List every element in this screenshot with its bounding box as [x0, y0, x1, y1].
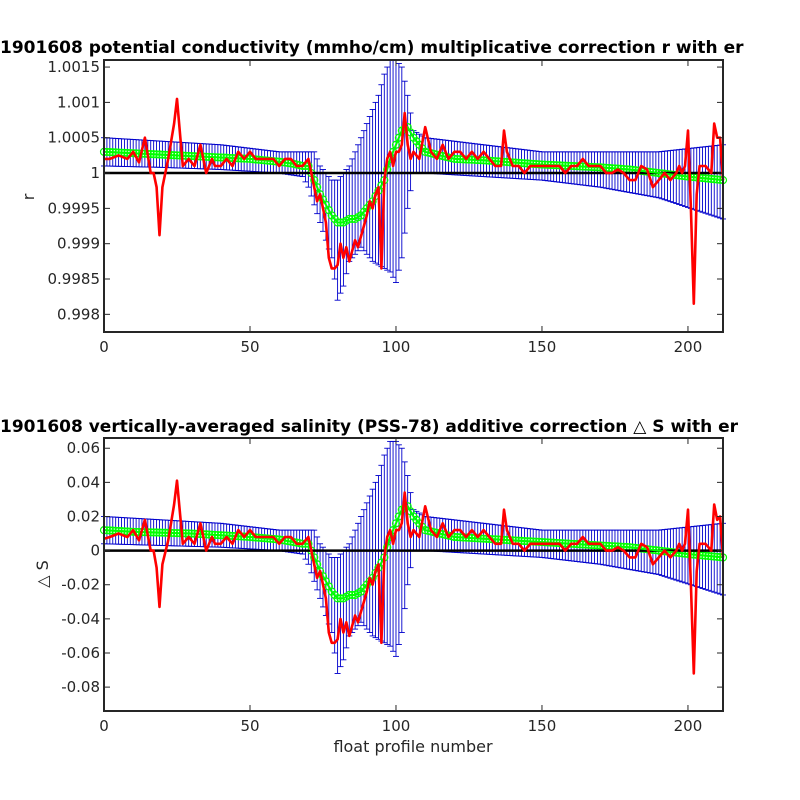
y-tick-label: 0.998	[57, 305, 100, 323]
top-chart-title: 1901608 potential conductivity (mmho/cm)…	[0, 38, 744, 58]
y-tick-label: 0.9995	[48, 199, 101, 217]
y-tick-label: 1.001	[57, 93, 100, 111]
y-tick-label: 1	[90, 164, 100, 182]
bottom-raw-line	[103, 479, 725, 675]
y-tick-label: -0.02	[61, 576, 100, 594]
x-tick-label: 200	[674, 338, 703, 356]
x-axis-label: float profile number	[333, 737, 493, 756]
x-tick-label: 50	[240, 717, 259, 735]
x-tick-label: 200	[674, 717, 703, 735]
y-tick-label: -0.08	[61, 678, 100, 696]
x-tick-label: 0	[99, 338, 109, 356]
fit-point	[391, 140, 401, 149]
y-tick-label: 0.04	[67, 473, 100, 491]
bottom-chart-title: 1901608 vertically-averaged salinity (PS…	[0, 417, 739, 437]
top-fit-line	[103, 125, 724, 224]
y-tick-label: 0.9985	[48, 270, 101, 288]
bottom-y-ticks: -0.08 -0.06 -0.04 -0.02 0 0.02 0.04 0.06	[61, 439, 723, 696]
top-panel: 1901608 potential conductivity (mmho/cm)…	[0, 38, 744, 356]
top-y-ticks: 0.998 0.9985 0.999 0.9995 1 1.0005 1.001 1.0015	[48, 58, 723, 323]
x-tick-label: 100	[382, 717, 411, 735]
y-tick-label: 0.06	[67, 439, 100, 457]
top-axes-box	[103, 59, 724, 333]
bottom-x-ticks: 0 50 100 150 200	[99, 438, 702, 735]
y-tick-label: 1.0005	[48, 129, 101, 147]
bottom-panel: 1901608 vertically-averaged salinity (PS…	[0, 417, 739, 756]
bottom-axes-box	[103, 437, 724, 712]
x-tick-label: 150	[528, 338, 557, 356]
y-tick-label: 0.02	[67, 507, 100, 525]
bottom-plot-area	[104, 438, 723, 711]
y-tick-label: -0.06	[61, 644, 100, 662]
top-y-axis-label: r	[19, 193, 38, 200]
top-plot-area	[104, 60, 723, 332]
x-tick-label: 50	[240, 338, 259, 356]
y-tick-label: 1.0015	[48, 58, 101, 76]
bottom-fit-line	[103, 504, 724, 600]
top-x-ticks: 0 50 100 150 200	[99, 60, 702, 356]
y-tick-label: 0.999	[57, 235, 100, 253]
x-tick-label: 100	[382, 338, 411, 356]
top-raw-line	[104, 97, 725, 305]
x-tick-label: 150	[528, 717, 557, 735]
y-tick-label: -0.04	[61, 610, 100, 628]
y-tick-label: 0	[90, 542, 100, 560]
bottom-y-axis-label: △ S	[33, 560, 52, 588]
fit-point	[391, 519, 401, 528]
x-tick-label: 0	[99, 717, 109, 735]
